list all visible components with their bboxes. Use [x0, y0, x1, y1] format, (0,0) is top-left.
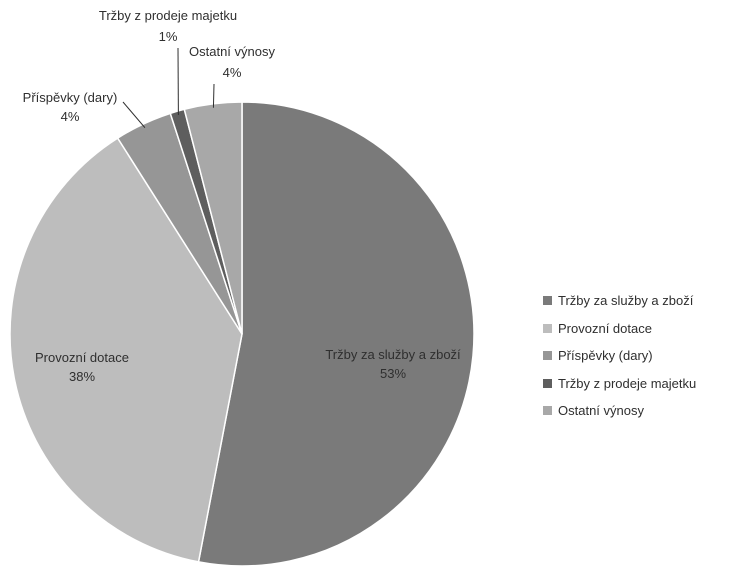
legend-swatch-provozni-dotace [543, 323, 552, 333]
slice-label-ostatni-vynosy: Ostatní výnosy [189, 44, 275, 59]
legend-label-trzby-z-prodeje-majetku: Tržby z prodeje majetku [558, 375, 697, 391]
legend-item-provozni-dotace: Provozní dotace [543, 315, 729, 343]
slice-labels: Tržby za služby a zboží 53% Provozní dotac… [23, 8, 461, 384]
legend-item-trzby-za-sluzby-a-zbozi: Tržby za služby a zboží [543, 287, 729, 315]
pie-slice-provozni-dotace [9, 137, 243, 563]
legend-swatch-prispevky-dary [543, 351, 552, 361]
legend-label-provozni-dotace: Provozní dotace [558, 320, 652, 336]
slice-value-ostatni-vynosy: 4% [223, 65, 242, 80]
leader-lines [122, 47, 215, 129]
slice-value-trzby-z-prodeje-majetku: 1% [159, 29, 178, 44]
slice-label-trzby-z-prodeje-majetku: Tržby z prodeje majetku [99, 8, 237, 23]
slice-label-provozni-dotace: Provozní dotace [35, 350, 129, 365]
pie-slice-ostatni-vynosy [183, 101, 243, 335]
legend-label-ostatni-vynosy: Ostatní výnosy [558, 403, 644, 419]
legend-item-ostatni-vynosy: Ostatní výnosy [543, 397, 729, 425]
slice-label-trzby-za-sluzby-a-zbozi: Tržby za služby a zboží [325, 347, 461, 362]
slice-label-prispevky-dary: Příspěvky (dary) [23, 90, 118, 105]
pie-slice-trzby-za-sluzby-a-zbozi [197, 101, 475, 566]
legend-label-prispevky-dary: Příspěvky (dary) [558, 348, 653, 364]
legend-swatch-trzby-z-prodeje-majetku [543, 378, 552, 388]
chart-legend: Tržby za služby a zboží Provozní dotace Př… [543, 287, 729, 425]
legend-swatch-trzby-za-sluzby-a-zbozi [543, 296, 552, 306]
pie-slices [9, 101, 475, 566]
slice-value-trzby-za-sluzby-a-zbozi: 53% [380, 366, 406, 381]
legend-label-trzby-za-sluzby-a-zbozi: Tržby za služby a zboží [558, 293, 694, 309]
legend-swatch-ostatni-vynosy [543, 406, 552, 416]
legend-item-prispevky-dary: Příspěvky (dary) [543, 342, 729, 370]
legend-item-trzby-z-prodeje-majetku: Tržby z prodeje majetku [543, 370, 729, 398]
slice-value-prispevky-dary: 4% [61, 109, 80, 124]
leader-line-ostatni-vynosy [212, 83, 215, 108]
slice-value-provozni-dotace: 38% [69, 369, 95, 384]
leader-line-prispevky-dary [122, 101, 146, 129]
